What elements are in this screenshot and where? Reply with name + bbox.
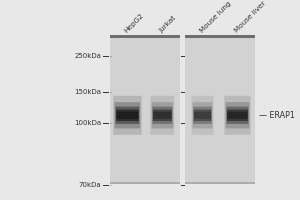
Text: — ERAP1: — ERAP1 (259, 111, 295, 120)
FancyBboxPatch shape (116, 110, 139, 121)
FancyBboxPatch shape (226, 107, 248, 124)
FancyBboxPatch shape (153, 112, 172, 119)
FancyBboxPatch shape (194, 112, 211, 119)
Bar (110, 35, 180, 184)
FancyBboxPatch shape (194, 110, 211, 121)
FancyBboxPatch shape (227, 112, 248, 119)
Bar (185, 35, 255, 38)
Bar (185, 182, 255, 184)
Bar (185, 35, 255, 184)
FancyBboxPatch shape (115, 102, 140, 128)
FancyBboxPatch shape (117, 112, 138, 119)
FancyBboxPatch shape (193, 102, 212, 128)
FancyBboxPatch shape (224, 96, 250, 135)
FancyBboxPatch shape (153, 110, 172, 121)
FancyBboxPatch shape (113, 96, 142, 135)
FancyBboxPatch shape (116, 107, 139, 124)
FancyBboxPatch shape (152, 102, 173, 128)
Text: Jurkat: Jurkat (158, 15, 177, 34)
FancyBboxPatch shape (226, 102, 249, 128)
Text: 70kDa: 70kDa (79, 182, 101, 188)
Bar (110, 182, 180, 184)
Text: 100kDa: 100kDa (74, 120, 101, 126)
Text: HepG2: HepG2 (123, 12, 145, 34)
Text: Mouse liver: Mouse liver (233, 0, 267, 34)
Bar (110, 35, 180, 38)
FancyBboxPatch shape (152, 107, 172, 124)
FancyBboxPatch shape (227, 110, 248, 121)
FancyBboxPatch shape (191, 96, 214, 135)
Text: Mouse lung: Mouse lung (198, 0, 232, 34)
FancyBboxPatch shape (193, 107, 212, 124)
FancyBboxPatch shape (150, 96, 174, 135)
Text: 250kDa: 250kDa (74, 53, 101, 59)
Text: 150kDa: 150kDa (74, 89, 101, 95)
